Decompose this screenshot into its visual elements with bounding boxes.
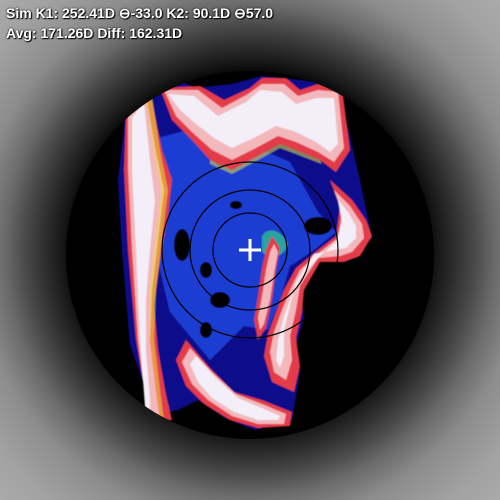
ring-middle [189, 189, 311, 311]
axis-1-symbol: ⊖ [118, 5, 131, 21]
ring-outer [161, 161, 339, 339]
band-right-white [276, 200, 356, 368]
band-yellow-edge-left [146, 96, 168, 420]
avg-value: 171.26D [40, 25, 94, 41]
diff-label: Diff: [97, 25, 126, 41]
band-yellow-edge-top [210, 144, 322, 174]
color-map-layer [118, 76, 372, 430]
measurement-rings [161, 161, 339, 339]
map-region-mid [150, 130, 336, 360]
k2-label: K2: [166, 5, 189, 21]
sim-k1-label: Sim K1: [6, 5, 59, 21]
ring-inner [212, 212, 288, 288]
avg-label: Avg: [6, 25, 37, 41]
keratometry-readout-line-2: Avg: 171.26D Diff: 162.31D [6, 25, 182, 41]
keratometry-readout-line-1: Sim K1: 252.41D ⊖-33.0 K2: 90.1D ⊖57.0 [6, 5, 273, 21]
sim-k1-value: 252.41D [62, 5, 115, 21]
axis-2-symbol: ⊖ [234, 5, 246, 21]
k2-value: 90.1D [192, 5, 231, 21]
axis-2-value: 57.0 [245, 5, 274, 21]
band-top-white [168, 90, 338, 152]
band-bottom-white [190, 356, 280, 420]
band-left-white [132, 102, 155, 420]
warm-bands [124, 78, 372, 428]
center-crosshair-icon[interactable] [239, 239, 261, 261]
axis-1-value: -33.0 [130, 5, 163, 21]
map-dark-holes [174, 201, 332, 338]
band-bottom-pink [182, 348, 286, 424]
diff-value: 162.31D [129, 25, 183, 41]
